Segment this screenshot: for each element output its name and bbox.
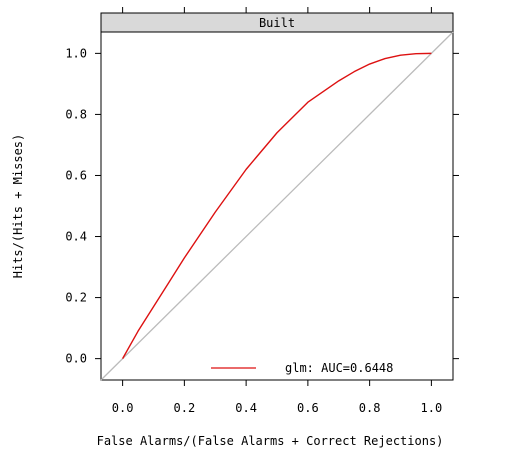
y-tick-label: 0.8 <box>65 107 87 121</box>
legend-label: glm: AUC=0.6448 <box>285 361 393 375</box>
x-tick-label: 0.8 <box>359 401 381 415</box>
x-tick-label: 1.0 <box>421 401 443 415</box>
x-axis-label: False Alarms/(False Alarms + Correct Rej… <box>97 434 444 448</box>
y-axis-label: Hits/(Hits + Misses) <box>11 134 25 279</box>
panel-strip-title: Built <box>259 16 295 30</box>
x-tick-label: 0.2 <box>174 401 196 415</box>
y-tick-label: 0.6 <box>65 168 87 182</box>
reference-diagonal-line <box>100 31 454 381</box>
x-tick-label: 0.4 <box>235 401 257 415</box>
y-tick-label: 0.2 <box>65 291 87 305</box>
y-tick-label: 1.0 <box>65 46 87 60</box>
plot-frame <box>100 31 454 381</box>
roc-curve-series-0 <box>121 52 432 359</box>
x-tick-label: 0.0 <box>112 401 134 415</box>
y-tick-label: 0.0 <box>65 352 87 366</box>
lines-layer <box>100 31 454 381</box>
ticks-layer: 0.0 0.2 0.4 0.6 0.8 1.0 0.0 0.2 0.4 0.6 0.8 1.0 <box>65 7 459 415</box>
x-tick-label: 0.6 <box>297 401 319 415</box>
y-tick-label: 0.4 <box>65 230 87 244</box>
